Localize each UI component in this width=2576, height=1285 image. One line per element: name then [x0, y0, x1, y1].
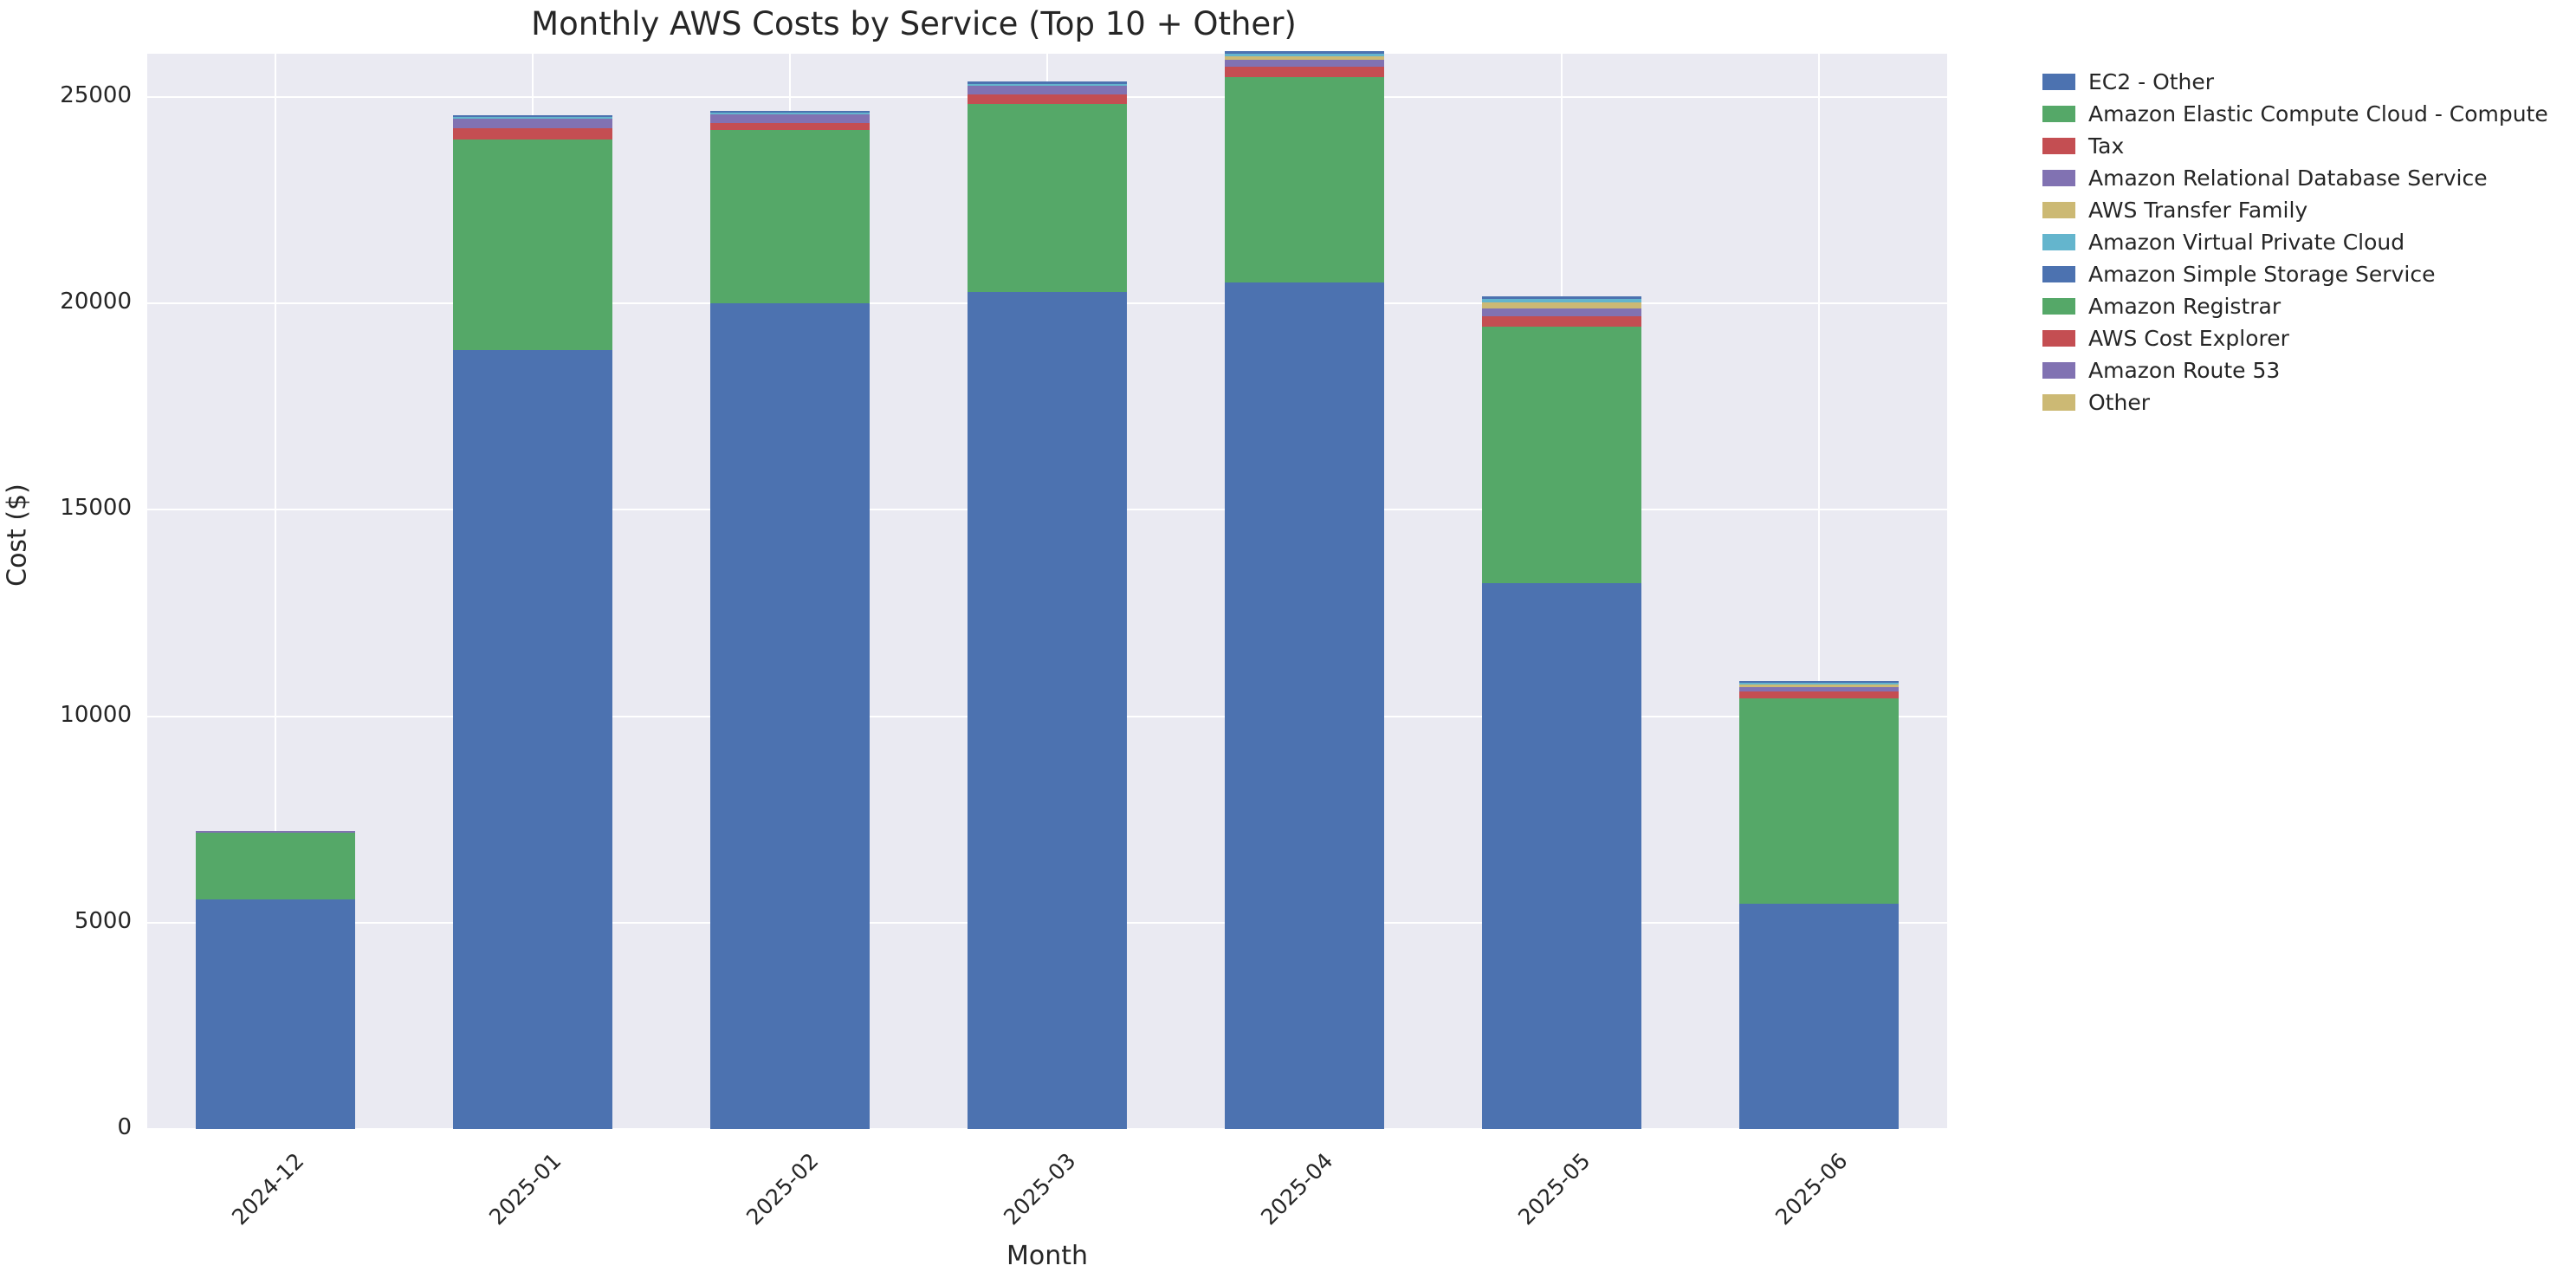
bar-segment[interactable]	[453, 350, 613, 1129]
bar-segment[interactable]	[710, 123, 871, 131]
bar-group[interactable]	[1481, 54, 1641, 1129]
bar-segment[interactable]	[1738, 691, 1899, 698]
bar-segment[interactable]	[1224, 50, 1384, 54]
bar-segment[interactable]	[1224, 76, 1384, 283]
legend-item[interactable]: AWS Cost Explorer	[2042, 322, 2562, 354]
legend-swatch-icon	[2042, 330, 2075, 347]
legend-item-label: Other	[2088, 390, 2150, 415]
legend-item-label: Amazon Relational Database Service	[2088, 165, 2488, 191]
legend-item[interactable]: Amazon Relational Database Service	[2042, 162, 2562, 194]
bar-segment[interactable]	[453, 115, 613, 118]
legend-item-label: Amazon Registrar	[2088, 294, 2282, 319]
bar-segment[interactable]	[967, 85, 1128, 94]
legend-swatch-icon	[2042, 394, 2075, 411]
bar-segment[interactable]	[453, 119, 613, 129]
bar-segment[interactable]	[196, 833, 356, 899]
bar-segment[interactable]	[1481, 582, 1641, 1129]
bar-segment[interactable]	[196, 899, 356, 1129]
legend-item[interactable]: Other	[2042, 386, 2562, 419]
bar-segment[interactable]	[1481, 302, 1641, 308]
bar-segment[interactable]	[1481, 315, 1641, 327]
legend-item-label: Amazon Simple Storage Service	[2088, 262, 2436, 287]
gridline-vertical	[1817, 54, 1820, 1129]
plot-area	[147, 50, 1947, 1130]
bar-segment[interactable]	[1738, 682, 1899, 685]
y-axis-tick-label: 25000	[60, 82, 132, 109]
bar-segment[interactable]	[1738, 686, 1899, 691]
bar-segment[interactable]	[1481, 299, 1641, 303]
legend-swatch-icon	[2042, 138, 2075, 154]
legend-item-label: Amazon Route 53	[2088, 358, 2281, 383]
legend-swatch-icon	[2042, 202, 2075, 218]
legend-swatch-icon	[2042, 106, 2075, 122]
bar-segment[interactable]	[1224, 53, 1384, 56]
legend-swatch-icon	[2042, 298, 2075, 315]
legend-item[interactable]: Amazon Simple Storage Service	[2042, 258, 2562, 290]
bar-segment[interactable]	[967, 94, 1128, 104]
bar-segment[interactable]	[1224, 55, 1384, 60]
y-axis-tick-label: 15000	[60, 495, 132, 522]
bar-segment[interactable]	[710, 302, 871, 1129]
legend-item[interactable]: Amazon Route 53	[2042, 354, 2562, 386]
gridline-vertical	[275, 54, 277, 1129]
legend-item-label: AWS Transfer Family	[2088, 198, 2308, 223]
legend-item-label: Amazon Virtual Private Cloud	[2088, 230, 2405, 255]
x-axis-label: Month	[1006, 1241, 1089, 1271]
bar-segment[interactable]	[1224, 282, 1384, 1129]
y-axis-tick-label: 0	[117, 1114, 132, 1140]
legend-item-label: EC2 - Other	[2088, 69, 2215, 94]
legend-item[interactable]: EC2 - Other	[2042, 66, 2562, 98]
bar-segment[interactable]	[1224, 59, 1384, 67]
bar-segment[interactable]	[1481, 326, 1641, 583]
y-axis-label: Cost ($)	[2, 483, 33, 587]
chart-title: Monthly AWS Costs by Service (Top 10 + O…	[531, 5, 1297, 42]
bar-segment[interactable]	[453, 128, 613, 140]
bar-segment[interactable]	[710, 114, 871, 124]
bar-group[interactable]	[196, 54, 356, 1129]
legend-swatch-icon	[2042, 74, 2075, 90]
bar-segment[interactable]	[1224, 66, 1384, 77]
bar-group[interactable]	[1224, 50, 1384, 1129]
gridline-horizontal	[147, 1128, 1947, 1130]
bar-segment[interactable]	[710, 130, 871, 303]
bar-segment[interactable]	[453, 140, 613, 351]
legend-item[interactable]: Amazon Registrar	[2042, 290, 2562, 322]
chart-legend: EC2 - Other Amazon Elastic Compute Cloud …	[2042, 66, 2562, 419]
bar-segment[interactable]	[1738, 680, 1899, 683]
bar-segment[interactable]	[710, 111, 871, 114]
legend-item[interactable]: Amazon Elastic Compute Cloud - Compute	[2042, 98, 2562, 130]
legend-item-label: Amazon Elastic Compute Cloud - Compute	[2088, 101, 2548, 127]
bar-segment[interactable]	[967, 103, 1128, 292]
bar-segment[interactable]	[967, 291, 1128, 1129]
bar-segment[interactable]	[1481, 296, 1641, 300]
legend-swatch-icon	[2042, 266, 2075, 282]
y-axis-tick-label: 20000	[60, 289, 132, 315]
bar-segment[interactable]	[1738, 698, 1899, 905]
legend-item[interactable]: AWS Transfer Family	[2042, 194, 2562, 226]
y-axis-tick-label: 5000	[74, 907, 132, 934]
legend-swatch-icon	[2042, 170, 2075, 186]
legend-item[interactable]: Tax	[2042, 130, 2562, 162]
legend-swatch-icon	[2042, 234, 2075, 250]
legend-swatch-icon	[2042, 362, 2075, 379]
legend-item-label: AWS Cost Explorer	[2088, 326, 2289, 351]
bar-segment[interactable]	[967, 83, 1128, 86]
bar-segment[interactable]	[967, 81, 1128, 84]
bar-segment[interactable]	[1481, 308, 1641, 316]
bar-segment[interactable]	[1738, 684, 1899, 687]
bar-segment[interactable]	[710, 113, 871, 115]
bar-segment[interactable]	[196, 830, 356, 834]
bar-group[interactable]	[710, 54, 871, 1129]
bar-group[interactable]	[967, 54, 1128, 1129]
legend-item[interactable]: Amazon Virtual Private Cloud	[2042, 226, 2562, 258]
y-axis-tick-label: 10000	[60, 701, 132, 728]
bar-group[interactable]	[453, 54, 613, 1129]
bar-segment[interactable]	[1738, 904, 1899, 1129]
bar-group[interactable]	[1738, 54, 1899, 1129]
bar-segment[interactable]	[453, 117, 613, 120]
legend-item-label: Tax	[2088, 133, 2125, 159]
